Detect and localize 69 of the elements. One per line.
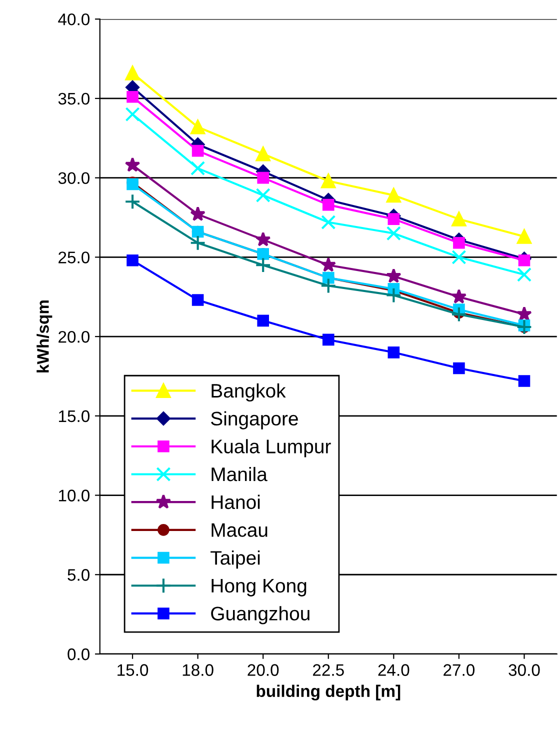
x-tick-label: 20.0	[248, 664, 279, 676]
point	[518, 375, 530, 387]
point	[451, 288, 467, 304]
point	[257, 172, 270, 184]
legend-label: Singapore	[211, 411, 298, 430]
y-tick-label: 20.0	[58, 330, 90, 343]
y-tick-label: 25.0	[58, 252, 90, 264]
point	[320, 278, 336, 294]
point	[452, 212, 466, 226]
point	[516, 319, 532, 336]
legend-label: Bangkok	[212, 383, 286, 402]
point	[125, 107, 140, 122]
y-tick-label: 0.0	[68, 648, 90, 660]
point	[453, 236, 465, 249]
point	[192, 144, 204, 157]
legend-label: Kuala Lumpur	[212, 439, 331, 458]
point	[192, 294, 204, 306]
point	[450, 306, 467, 322]
point	[453, 362, 465, 374]
y-tick-label: 40.0	[58, 13, 90, 26]
point	[516, 229, 532, 244]
point	[126, 254, 138, 266]
x-axis-title: building depth [m]	[256, 684, 400, 700]
y-tick-label: 5.0	[68, 569, 90, 581]
point	[388, 346, 400, 358]
point	[126, 90, 138, 103]
legend-label: Guangzhou	[211, 606, 310, 624]
y-tick-label: 30.0	[58, 172, 90, 184]
point	[518, 254, 530, 266]
x-tick-label: 18.0	[182, 664, 214, 676]
legend-label: Manila	[212, 466, 268, 482]
point	[322, 198, 334, 211]
point	[256, 188, 270, 203]
point	[125, 66, 140, 80]
x-tick-label: 30.0	[508, 664, 540, 676]
point	[255, 232, 271, 246]
point	[190, 234, 206, 251]
y-tick-label: 10.0	[58, 490, 90, 502]
point	[386, 188, 401, 203]
point	[452, 250, 466, 264]
legend-label: Taipei	[210, 550, 260, 569]
legend-label: Hanoi	[212, 494, 260, 510]
y-tick-label: 15.0	[58, 410, 90, 422]
point	[388, 213, 400, 225]
point	[255, 257, 272, 274]
point	[386, 268, 402, 283]
point	[322, 334, 334, 346]
point	[321, 214, 336, 230]
point	[190, 120, 206, 134]
point	[257, 314, 270, 327]
y-tick-label: 35.0	[58, 92, 90, 105]
x-tick-label: 27.0	[444, 664, 475, 676]
point	[386, 226, 401, 241]
point	[256, 146, 270, 162]
point	[320, 257, 336, 272]
x-tick-label: 22.5	[313, 664, 344, 676]
point	[321, 174, 336, 188]
point	[190, 160, 206, 176]
point	[124, 194, 141, 210]
point	[124, 157, 140, 172]
x-tick-label: 24.0	[378, 664, 410, 676]
legend-label: Macau	[212, 523, 268, 537]
point	[386, 287, 402, 304]
point	[516, 306, 532, 321]
x-tick-label: 15.0	[118, 664, 148, 676]
point	[516, 267, 532, 282]
point	[190, 206, 206, 221]
legend-label: Hong Kong	[212, 579, 306, 596]
y-axis-title: kWh/sqm	[36, 300, 52, 372]
